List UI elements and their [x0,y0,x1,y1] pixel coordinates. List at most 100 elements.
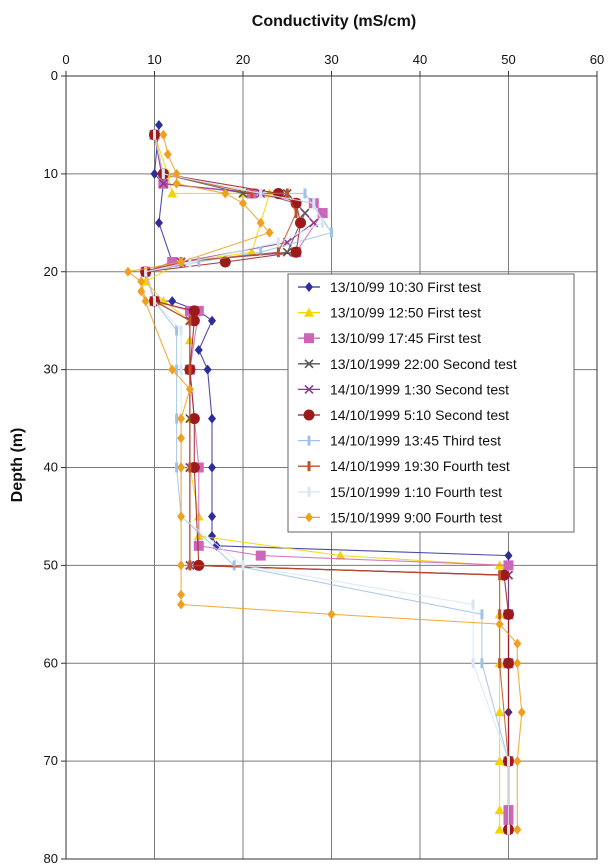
data-point [507,756,510,767]
data-point [239,198,247,209]
legend-item: 14/10/1999 5:10 Second test [298,407,509,423]
legend-item: 13/10/99 10:30 First test [298,279,481,295]
data-point [177,511,186,522]
data-point [159,129,168,140]
data-point [513,824,522,835]
legend-label: 14/10/1999 13:45 Third test [330,433,501,449]
legend-item: 13/10/1999 22:00 Second test [298,356,517,372]
data-point [172,168,181,179]
y-tick-label: 20 [44,264,58,279]
data-point [498,570,502,581]
data-point [208,511,217,522]
data-point [175,364,179,375]
data-point [185,384,194,395]
data-point [513,756,522,767]
legend-label: 13/10/99 10:30 First test [330,279,481,295]
legend-item: 13/10/99 12:50 First test [298,305,481,321]
data-point [471,599,475,610]
data-point [498,609,502,620]
data-point [255,550,266,561]
data-point [154,217,163,228]
data-point [188,364,192,375]
tick-labels: 0 10 20 30 40 50 60 0 10 20 30 40 50 60 70 80 [44,52,605,866]
data-point [321,217,325,228]
data-point [494,824,505,834]
data-point [208,413,217,424]
data-point [495,619,504,630]
data-point [507,824,510,835]
data-point [294,208,298,219]
data-point [188,462,200,473]
data-point [193,540,204,551]
data-point [498,569,510,581]
legend-label: 14/10/1999 5:10 Second test [330,407,509,423]
data-point [232,560,236,571]
data-point [208,315,217,326]
data-point [208,462,217,473]
x-tick-label: 0 [62,52,69,67]
legend-marker [304,359,314,369]
data-point [144,266,148,277]
x-axis-title: Conductivity (mS/cm) [252,13,416,30]
data-point [150,168,159,179]
data-point [175,413,179,424]
data-point [494,707,505,717]
data-point [285,188,289,199]
plot-frame [65,75,598,860]
x-tick-label: 20 [236,52,250,67]
data-point [335,550,346,560]
data-point [494,805,505,815]
legend-marker [307,461,311,472]
data-point [168,364,177,375]
data-point [317,208,328,219]
data-point [265,227,274,238]
data-point [219,256,231,268]
data-point [188,560,192,571]
data-point [177,599,186,610]
y-tick-label: 0 [51,68,58,83]
data-point [330,227,333,238]
y-tick-label: 60 [44,655,58,670]
data-point [498,658,502,669]
data-point [179,364,183,375]
data-point [177,433,186,444]
data-point [167,188,178,198]
legend-marker [307,486,311,497]
data-point [175,462,179,473]
legend-marker [304,333,314,344]
data-point [503,657,514,669]
y-tick-label: 40 [44,460,58,475]
legend-box [287,273,575,533]
data-point [188,256,192,267]
data-point [250,188,254,199]
data-point [153,129,156,140]
data-point [175,325,179,336]
y-tick-label: 10 [44,166,58,181]
data-point [172,178,181,189]
legend-item: 14/10/1999 13:45 Third test [298,433,501,449]
legend-marker [303,409,315,421]
legend-marker [304,307,314,317]
legend-label: 14/10/1999 19:30 Fourth test [330,458,510,474]
x-tick-label: 60 [590,52,604,67]
data-point [259,247,263,258]
data-point [494,756,505,766]
data-point [123,266,132,277]
data-point [480,658,484,669]
legend-item: 15/10/1999 1:10 Fourth test [298,484,502,500]
data-point [203,364,212,375]
data-point [179,325,183,336]
x-tick-label: 10 [147,52,161,67]
data-point [197,256,201,267]
series-layer [123,119,526,836]
data-point [513,638,522,649]
data-point [188,315,200,327]
data-point [141,296,150,307]
legend-label: 13/10/1999 22:00 Second test [330,356,517,372]
data-point [194,345,203,356]
legend-label: 13/10/99 17:45 First test [330,330,481,346]
data-point [153,296,156,307]
data-point [503,560,514,571]
data-point [137,276,146,287]
